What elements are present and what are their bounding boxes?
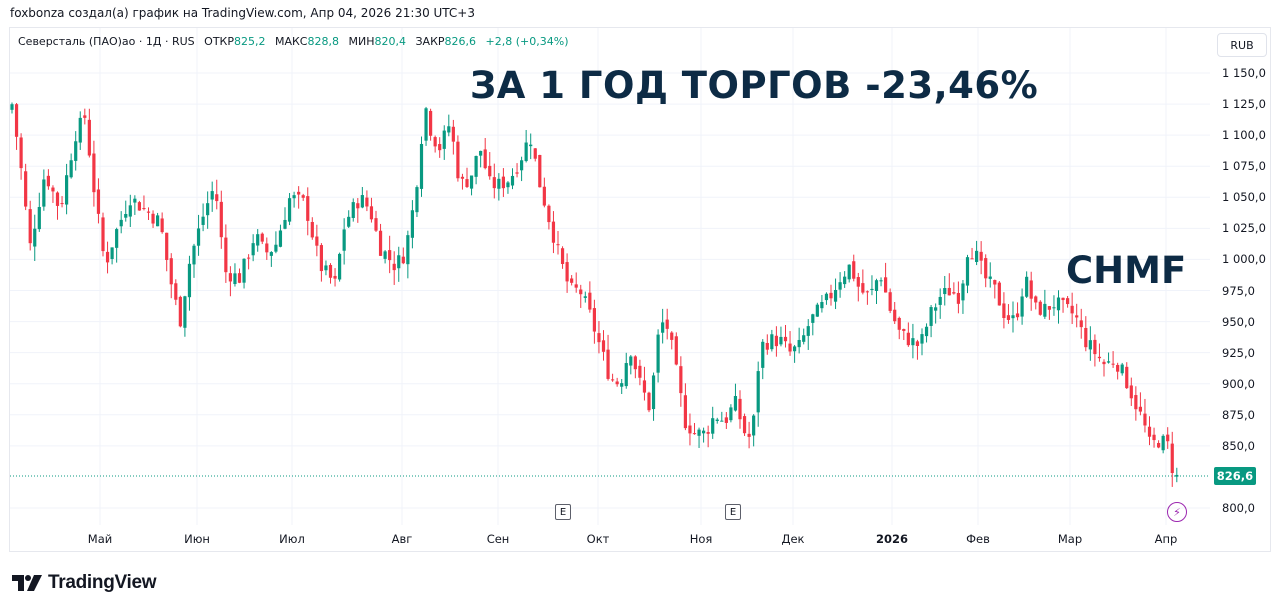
price-axis-label: 800,0 (1222, 501, 1255, 515)
price-axis-label: 1 025,0 (1222, 221, 1266, 236)
legend-open-label: ОТКР (204, 35, 234, 48)
time-axis-label: Апр (1154, 532, 1178, 546)
time-axis-label: Фев (966, 532, 990, 546)
time-axis-label: Июн (184, 532, 210, 546)
price-axis-label: 1 050,0 (1222, 190, 1266, 205)
price-axis-label: 850,0 (1222, 438, 1255, 453)
price-axis-label: 1 000,0 (1222, 252, 1266, 267)
time-axis-label: Окт (586, 532, 610, 546)
price-axis-label: 900,0 (1222, 376, 1255, 391)
currency-button[interactable]: RUB (1217, 33, 1267, 57)
time-axis-label: Июл (279, 532, 305, 546)
lightning-event-icon[interactable]: ⚡ (1167, 502, 1187, 522)
earnings-badge-icon[interactable]: E (725, 504, 741, 520)
legend-high-label: МАКС (274, 35, 308, 48)
chart-headline-annotation: ЗА 1 ГОД ТОРГОВ -23,46% (470, 64, 1039, 107)
price-axis-label: 875,0 (1222, 407, 1255, 422)
tradingview-logo[interactable]: TradingView (12, 572, 157, 594)
time-axis-label: Мар (1057, 532, 1083, 546)
legend-change: +2,8 (+0,34%) (485, 35, 569, 48)
last-price-tag: 826,6 (1214, 467, 1256, 485)
price-axis-label: 925,0 (1222, 345, 1255, 360)
tradingview-logo-icon (12, 575, 42, 591)
grid-lines (10, 28, 1210, 525)
legend-low-label: МИН (348, 35, 375, 48)
chart-frame[interactable] (9, 27, 1271, 552)
tradingview-logo-text: TradingView (48, 572, 157, 593)
price-axis-label: 1 100,0 (1222, 128, 1266, 143)
price-axis-label: 975,0 (1222, 283, 1255, 298)
chart-credit: foxbonza создал(а) график на TradingView… (10, 6, 475, 20)
time-axis-label: Ноя (689, 532, 713, 546)
time-axis-label: 2026 (875, 532, 909, 546)
ticker-annotation: CHMF (1066, 249, 1187, 292)
time-axis-label: Авг (391, 532, 413, 546)
time-axis-label: Май (87, 532, 113, 546)
legend-low-value: 820,4 (374, 35, 407, 48)
legend-symbol: Северсталь (ПАО)ао · 1Д · RUS (18, 35, 195, 48)
price-axis-label: 1 075,0 (1222, 159, 1266, 174)
legend-close-value: 826,6 (444, 35, 477, 48)
earnings-badge-icon[interactable]: E (555, 504, 571, 520)
time-axis-label: Дек (781, 532, 805, 546)
series-legend: Северсталь (ПАО)ао · 1Д · RUS ОТКР825,2 … (18, 35, 568, 48)
candles (10, 102, 1179, 487)
legend-open-value: 825,2 (233, 35, 266, 48)
legend-high-value: 828,8 (307, 35, 340, 48)
legend-close-label: ЗАКР (415, 35, 445, 48)
price-axis-label: 1 125,0 (1222, 97, 1266, 112)
time-axis-label: Сен (486, 532, 510, 546)
price-axis-label: 1 150,0 (1222, 66, 1266, 80)
price-axis-label: 950,0 (1222, 314, 1255, 329)
